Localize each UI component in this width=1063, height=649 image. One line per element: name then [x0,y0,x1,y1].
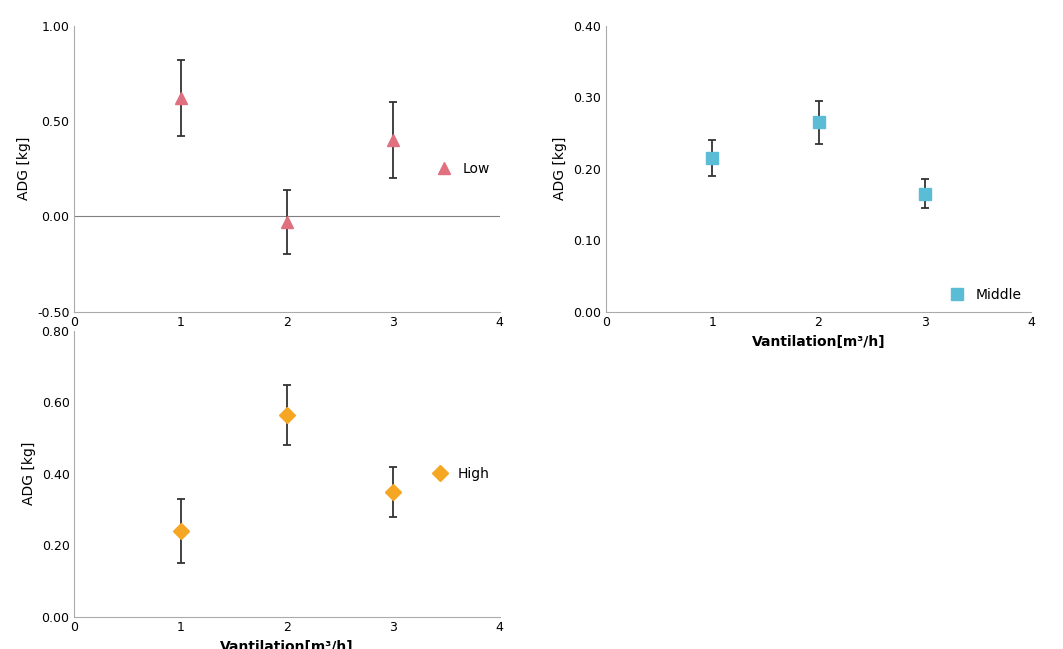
Legend: High: High [423,464,492,484]
Y-axis label: ADG [kg]: ADG [kg] [554,137,568,201]
X-axis label: Vantilation[m³/h]: Vantilation[m³/h] [752,335,885,349]
Legend: Low: Low [427,159,492,178]
X-axis label: Vantilation[m³/h]: Vantilation[m³/h] [220,335,354,349]
Legend: Middle: Middle [941,285,1024,304]
X-axis label: Vantilation[m³/h]: Vantilation[m³/h] [220,640,354,649]
Y-axis label: ADG [kg]: ADG [kg] [22,442,36,506]
Y-axis label: ADG [kg]: ADG [kg] [17,137,32,201]
